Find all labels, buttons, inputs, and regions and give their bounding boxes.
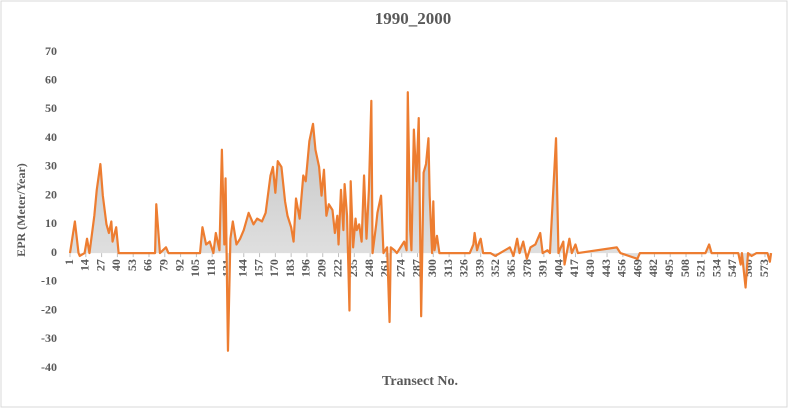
x-tick-label: 248: [362, 259, 376, 277]
x-tick-label: 14: [78, 259, 92, 271]
y-tick-label: 60: [45, 72, 57, 86]
x-tick-label: 1: [62, 259, 76, 265]
x-tick-label: 27: [93, 259, 107, 271]
x-tick-label: 170: [267, 259, 281, 277]
x-tick-label: 573: [757, 259, 771, 277]
y-tick-label: 0: [51, 245, 57, 259]
x-tick-label: 495: [662, 259, 676, 277]
x-tick-label: 183: [283, 259, 297, 277]
x-tick-label: 443: [599, 259, 613, 277]
y-tick-label: -30: [41, 331, 57, 345]
x-tick-label: 300: [425, 259, 439, 277]
x-tick-label: 508: [678, 259, 692, 277]
x-tick-label: 352: [488, 259, 502, 277]
x-tick-label: 53: [125, 259, 139, 271]
x-tick-label: 469: [630, 259, 644, 277]
x-tick-label: 378: [520, 259, 534, 277]
line: [68, 91, 773, 352]
chart-title: 1990_2000: [375, 9, 452, 28]
y-tick-label: 10: [45, 216, 57, 230]
x-tick-label: 417: [567, 259, 581, 277]
x-tick-label: 534: [709, 259, 723, 277]
x-tick-label: 456: [615, 259, 629, 277]
y-axis-label: EPR (Meter/Year): [14, 163, 28, 257]
x-tick-label: 391: [536, 259, 550, 277]
x-tick-label: 92: [172, 259, 186, 271]
x-tick-label: 404: [551, 259, 565, 277]
x-tick-label: 157: [251, 259, 265, 277]
x-tick-label: 274: [393, 259, 407, 277]
x-tick-label: 430: [583, 259, 597, 277]
x-tick-label: 105: [188, 259, 202, 277]
x-tick-label: 313: [441, 259, 455, 277]
x-tick-label: 196: [299, 259, 313, 277]
x-tick-label: 547: [725, 259, 739, 277]
y-tick-label: -10: [41, 274, 57, 288]
x-tick-label: 326: [457, 259, 471, 277]
y-tick-label: 30: [45, 159, 57, 173]
y-tick-label: 20: [45, 187, 57, 201]
y-tick-label: 70: [45, 44, 57, 58]
y-tick-label: -40: [41, 360, 57, 374]
x-tick-label: 118: [204, 259, 218, 276]
x-tick-label: 521: [694, 259, 708, 277]
y-tick-label: -20: [41, 302, 57, 316]
x-tick-label: 144: [236, 259, 250, 277]
x-tick-label: 79: [157, 259, 171, 271]
y-tick-label: 40: [45, 130, 57, 144]
x-tick-label: 66: [141, 259, 155, 271]
x-tick-label: 482: [646, 259, 660, 277]
x-tick-label: 209: [314, 259, 328, 277]
x-axis-label: Transect No.: [382, 374, 458, 389]
x-tick-label: 40: [109, 259, 123, 271]
x-tick-label: 365: [504, 259, 518, 277]
x-tick-label: 339: [472, 259, 486, 277]
x-tick-label: 222: [330, 259, 344, 277]
y-tick-label: 50: [45, 101, 57, 115]
